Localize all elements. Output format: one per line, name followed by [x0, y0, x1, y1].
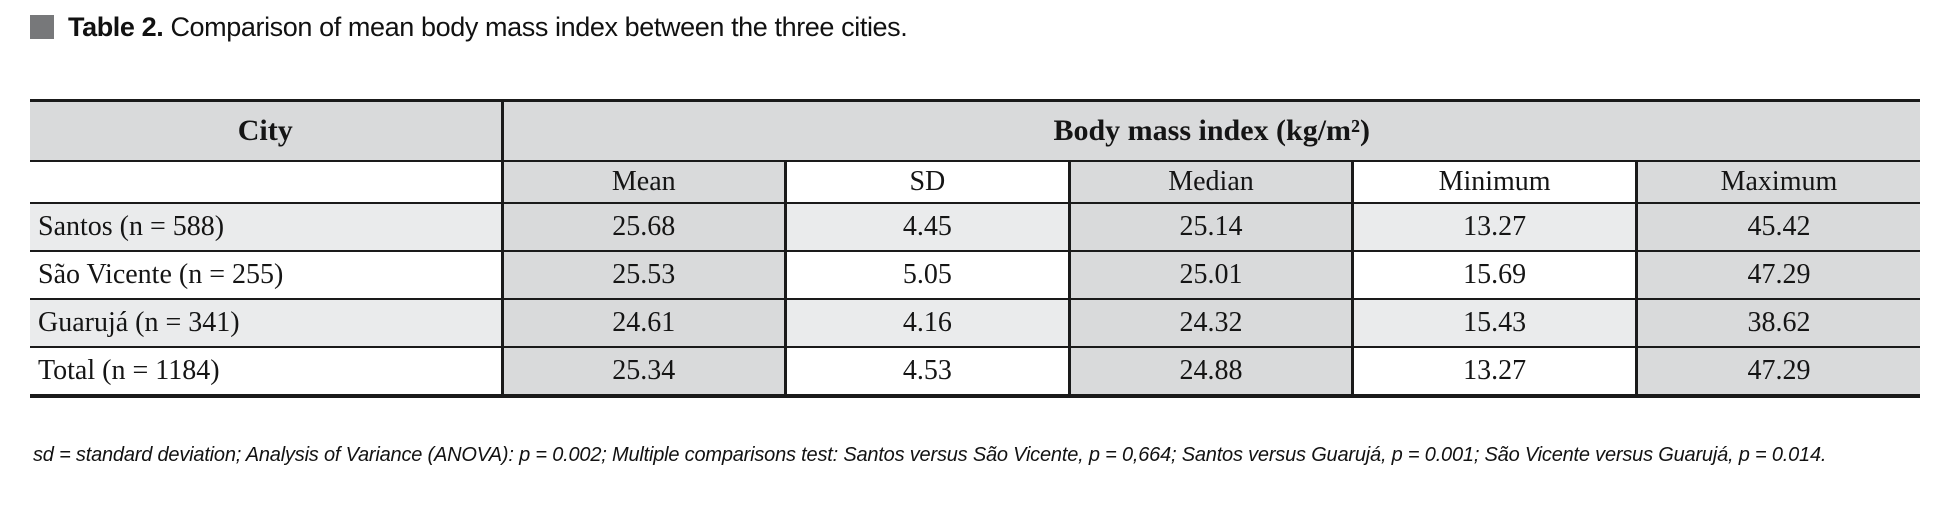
table-row-sao-vicente: São Vicente (n = 255) 25.53 5.05 25.01 1…: [30, 250, 1920, 300]
cell-maximum: 38.62: [1634, 298, 1920, 348]
cell-city: Guarujá (n = 341): [30, 298, 504, 348]
table-header-row-stats: Mean SD Median Minimum Maximum: [30, 160, 1920, 204]
table-footnote: sd = standard deviation; Analysis of Var…: [33, 444, 1827, 466]
bmi-comparison-table: City Body mass index (kg/m²) Mean SD Med…: [30, 99, 1920, 398]
cell-median: 25.14: [1067, 202, 1355, 252]
table-row-total: Total (n = 1184) 25.34 4.53 24.88 13.27 …: [30, 346, 1920, 397]
cell-sd: 4.53: [784, 346, 1071, 397]
column-header-minimum: Minimum: [1351, 160, 1638, 204]
caption-square-bullet-icon: [30, 15, 54, 39]
cell-city: Total (n = 1184): [30, 346, 504, 397]
cell-mean: 25.34: [500, 346, 788, 397]
column-header-city: City: [30, 99, 504, 162]
cell-maximum: 45.42: [1634, 202, 1920, 252]
cell-sd: 5.05: [784, 250, 1071, 300]
table-body: Santos (n = 588) 25.68 4.45 25.14 13.27 …: [30, 202, 1920, 397]
cell-city: São Vicente (n = 255): [30, 250, 504, 300]
cell-minimum: 15.69: [1351, 250, 1638, 300]
cell-minimum: 13.27: [1351, 346, 1638, 397]
caption-text: Table 2. Comparison of mean body mass in…: [68, 11, 908, 43]
column-header-empty: [30, 160, 504, 204]
cell-mean: 24.61: [500, 298, 788, 348]
column-header-bmi-group: Body mass index (kg/m²): [500, 99, 1920, 162]
cell-minimum: 15.43: [1351, 298, 1638, 348]
document-page: Table 2. Comparison of mean body mass in…: [0, 12, 1945, 512]
caption-label: Table 2.: [68, 11, 164, 42]
table-row-guaruja: Guarujá (n = 341) 24.61 4.16 24.32 15.43…: [30, 298, 1920, 348]
column-header-maximum: Maximum: [1634, 160, 1920, 204]
table-header-row-group: City Body mass index (kg/m²): [30, 99, 1920, 162]
table-row-santos: Santos (n = 588) 25.68 4.45 25.14 13.27 …: [30, 202, 1920, 252]
column-header-mean: Mean: [500, 160, 788, 204]
table-caption: Table 2. Comparison of mean body mass in…: [30, 12, 1945, 42]
cell-mean: 25.68: [500, 202, 788, 252]
cell-sd: 4.45: [784, 202, 1071, 252]
cell-mean: 25.53: [500, 250, 788, 300]
cell-sd: 4.16: [784, 298, 1071, 348]
column-header-sd: SD: [784, 160, 1071, 204]
cell-median: 25.01: [1067, 250, 1355, 300]
table-head: City Body mass index (kg/m²) Mean SD Med…: [30, 99, 1920, 204]
caption-title: Comparison of mean body mass index betwe…: [170, 11, 908, 42]
cell-city: Santos (n = 588): [30, 202, 504, 252]
cell-maximum: 47.29: [1634, 250, 1920, 300]
cell-minimum: 13.27: [1351, 202, 1638, 252]
column-header-median: Median: [1067, 160, 1355, 204]
cell-maximum: 47.29: [1634, 346, 1920, 397]
cell-median: 24.32: [1067, 298, 1355, 348]
cell-median: 24.88: [1067, 346, 1355, 397]
